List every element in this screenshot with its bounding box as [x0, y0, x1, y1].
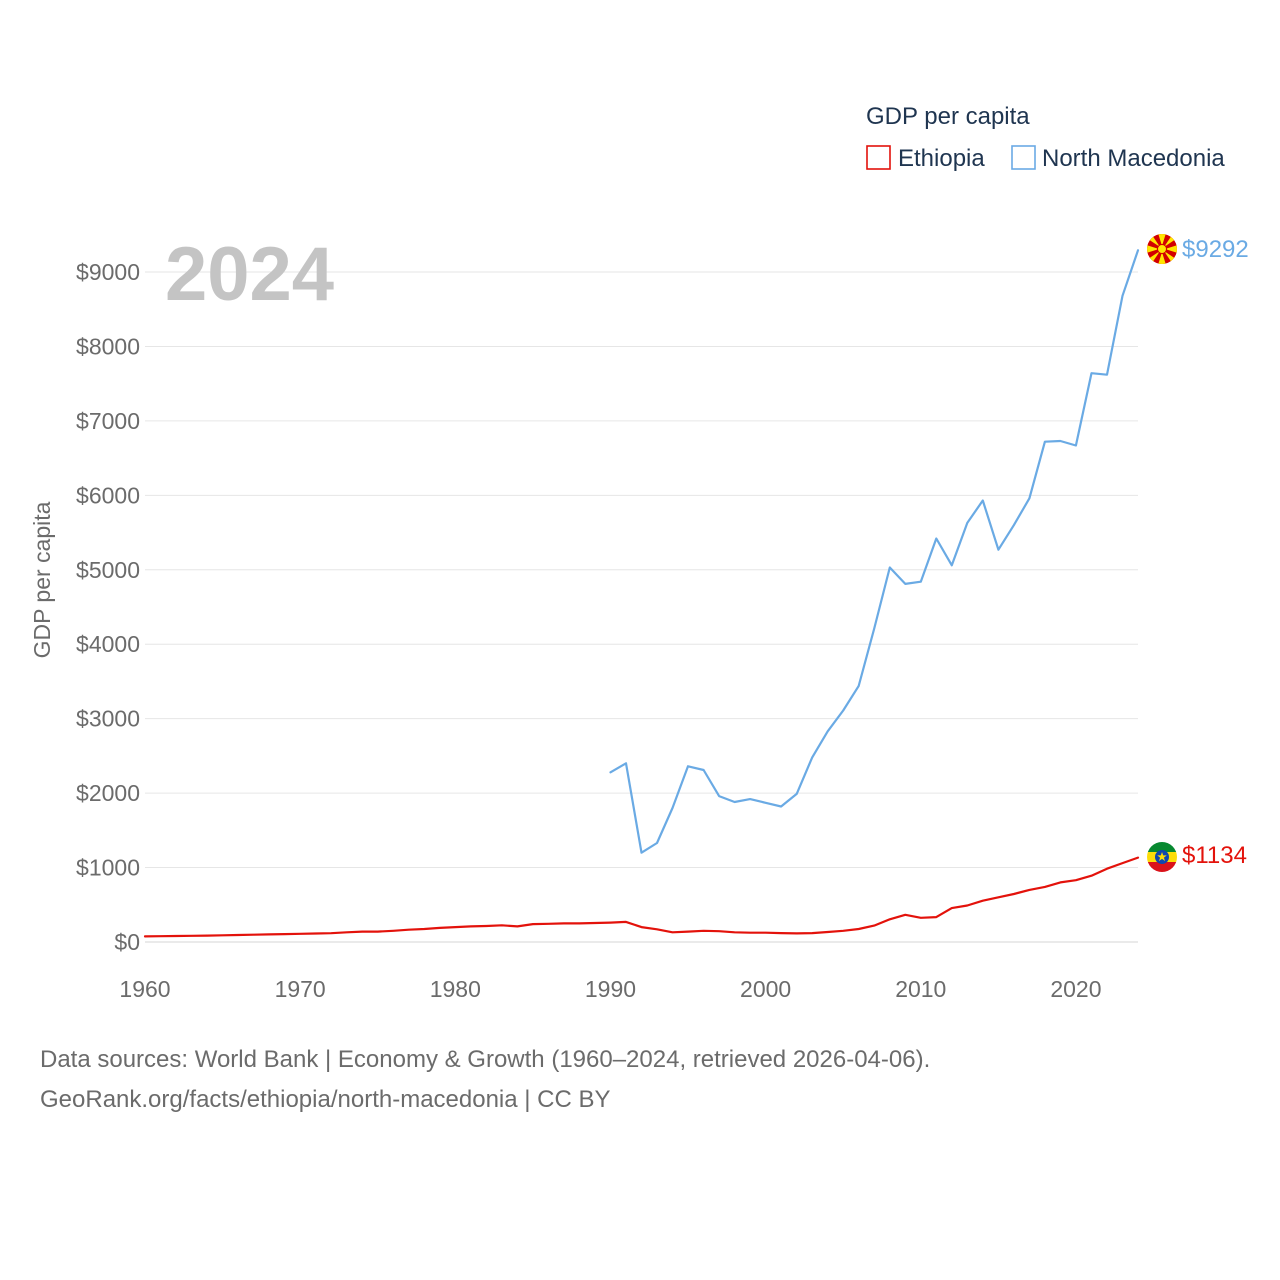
legend-label-ethiopia: Ethiopia: [898, 145, 985, 172]
y-tick-label: $2000: [76, 780, 140, 806]
source-note: Data sources: World Bank | Economy & Gro…: [40, 1040, 930, 1120]
gridlines: [145, 271, 1138, 943]
series-line-ethiopia: [143, 856, 1140, 938]
gdp-line-chart: $0 $1000 $2000 $3000 $4000 $5000 $6000 $7000 $80…: [29, 103, 1249, 1002]
end-label-north-macedonia: $9292: [1182, 236, 1249, 263]
x-tick-label: 1980: [430, 976, 481, 1002]
series-lines: [143, 249, 1140, 938]
north-macedonia-flag-icon: [1147, 234, 1177, 264]
series-line-north-macedonia: [609, 249, 1140, 854]
legend-swatch-ethiopia: [866, 145, 891, 170]
end-label-ethiopia: $1134: [1182, 842, 1247, 869]
x-axis-ticks: 1960 1970 1980 1990 2000 2010 2020: [119, 976, 1101, 1002]
x-tick-label: 2010: [895, 976, 946, 1002]
y-tick-label: $3000: [76, 706, 140, 732]
y-tick-label: $7000: [76, 408, 140, 434]
x-tick-label: 1960: [119, 976, 170, 1002]
y-tick-label: $6000: [76, 482, 140, 508]
legend-swatch-north-macedonia: [1011, 145, 1036, 170]
ethiopia-flag-icon: [1147, 842, 1177, 872]
source-line-1: Data sources: World Bank | Economy & Gro…: [40, 1046, 931, 1073]
x-tick-label: 1990: [585, 976, 636, 1002]
x-tick-label: 2020: [1050, 976, 1101, 1002]
legend: GDP per capita Ethiopia North Macedonia: [866, 103, 1225, 172]
legend-title: GDP per capita: [866, 103, 1030, 130]
y-axis-ticks: $0 $1000 $2000 $3000 $4000 $5000 $6000 $7000 $80…: [76, 259, 140, 955]
y-axis-title: GDP per capita: [29, 501, 55, 658]
y-tick-label: $5000: [76, 557, 140, 583]
y-tick-label: $0: [114, 929, 140, 955]
year-watermark: 2024: [165, 232, 334, 317]
x-tick-label: 2000: [740, 976, 791, 1002]
source-line-2: GeoRank.org/facts/ethiopia/north-macedon…: [40, 1086, 611, 1113]
y-tick-label: $1000: [76, 855, 140, 881]
y-tick-label: $4000: [76, 631, 140, 657]
y-tick-label: $9000: [76, 259, 140, 285]
x-tick-label: 1970: [275, 976, 326, 1002]
legend-label-north-macedonia: North Macedonia: [1042, 145, 1225, 172]
y-tick-label: $8000: [76, 333, 140, 359]
